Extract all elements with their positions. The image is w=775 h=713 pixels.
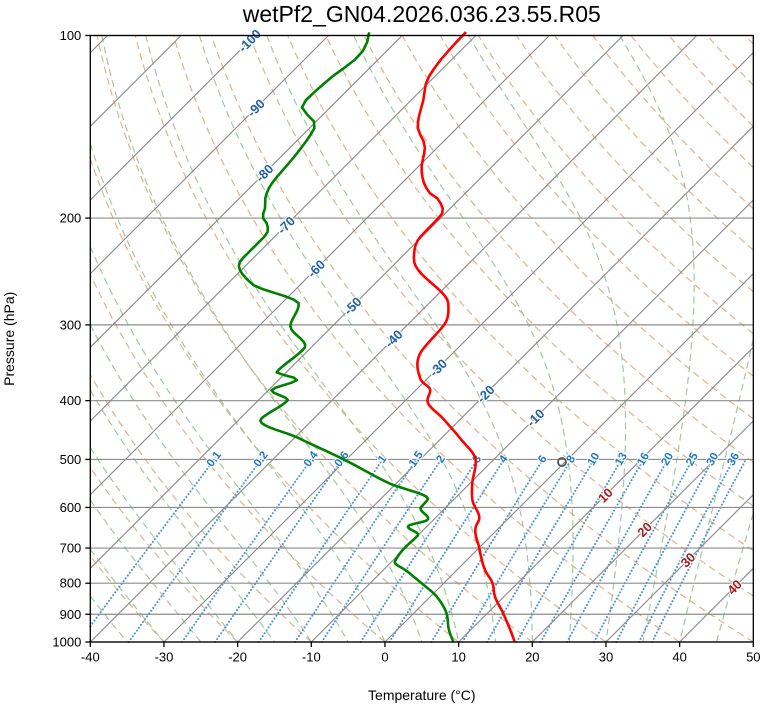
svg-text:400: 400 bbox=[60, 393, 82, 408]
svg-text:-40: -40 bbox=[81, 650, 100, 665]
svg-text:20: 20 bbox=[525, 650, 539, 665]
svg-text:-10: -10 bbox=[302, 650, 321, 665]
svg-text:10: 10 bbox=[451, 650, 465, 665]
svg-text:50: 50 bbox=[746, 650, 760, 665]
svg-text:500: 500 bbox=[60, 452, 82, 467]
svg-text:900: 900 bbox=[60, 607, 82, 622]
svg-text:-20: -20 bbox=[228, 650, 247, 665]
svg-text:700: 700 bbox=[60, 541, 82, 556]
svg-text:300: 300 bbox=[60, 317, 82, 332]
svg-text:Temperature (°C): Temperature (°C) bbox=[368, 687, 476, 703]
svg-text:100: 100 bbox=[60, 28, 82, 43]
svg-text:200: 200 bbox=[60, 211, 82, 226]
svg-text:-30: -30 bbox=[155, 650, 174, 665]
svg-text:800: 800 bbox=[60, 576, 82, 591]
svg-text:40: 40 bbox=[672, 650, 686, 665]
svg-text:1000: 1000 bbox=[52, 635, 81, 650]
svg-text:Pressure (hPa): Pressure (hPa) bbox=[1, 292, 17, 386]
svg-text:30: 30 bbox=[599, 650, 613, 665]
svg-text:600: 600 bbox=[60, 500, 82, 515]
svg-text:wetPf2_GN04.2026.036.23.55.R05: wetPf2_GN04.2026.036.23.55.R05 bbox=[242, 1, 601, 27]
svg-text:0: 0 bbox=[381, 650, 388, 665]
